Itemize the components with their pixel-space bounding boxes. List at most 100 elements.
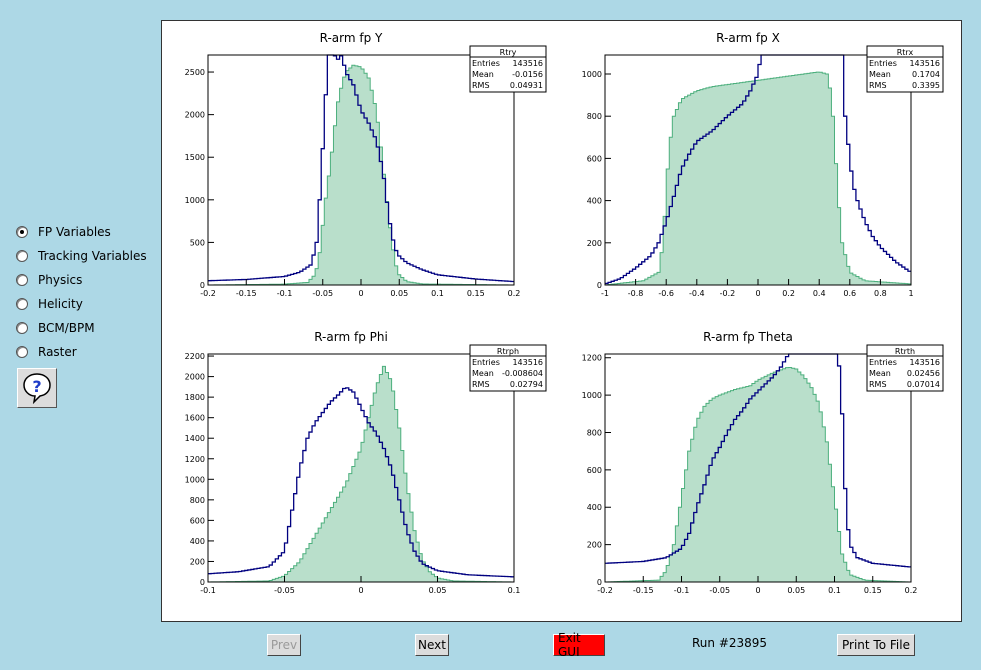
x-tick-label: -0.8 [628,289,644,298]
exit-gui-button[interactable]: Exit GUI [553,631,605,659]
y-tick-label: 600 [587,154,602,163]
help-button[interactable]: ? [17,368,57,408]
radio-icon[interactable] [16,322,28,334]
stats-name: Rtrth [895,347,915,356]
stats-key: RMS [472,380,490,389]
y-tick-label: 0 [597,578,602,587]
stats-key: Mean [869,70,891,79]
x-tick-label: 0.8 [874,289,887,298]
line-histogram [605,54,911,285]
stats-value: 0.07014 [907,380,940,389]
x-tick-label: -0.1 [200,586,216,595]
y-tick-label: 800 [190,496,205,505]
x-tick-label: 0.05 [429,586,447,595]
filled-histogram [604,366,912,583]
histogram-panel: -0.2 -0.15 -0.1 -0.05 0 0.05 0.1 0.15 0.2 0 500 100… [185,31,547,298]
radio-label: FP Variables [38,225,111,239]
chart-title: R-arm fp X [716,31,780,45]
x-tick-label: 0 [358,289,363,298]
radio-physics[interactable]: Physics [16,272,82,288]
x-tick-label: -0.05 [709,586,730,595]
run-number-label: Run #23895 [692,636,768,650]
x-tick-label: -0.1 [277,289,293,298]
x-tick-label: 0.4 [813,289,826,298]
y-tick-label: 1000 [185,475,205,484]
stats-value: 143516 [512,358,543,367]
stats-value: 143516 [909,358,940,367]
stats-key: Mean [472,369,494,378]
x-tick-label: 0.1 [828,586,841,595]
x-tick-label: 1 [908,289,913,298]
radio-bcm-bpm[interactable]: BCM/BPM [16,320,95,336]
stats-value: 0.1704 [912,70,940,79]
stats-box-frame [469,344,547,392]
radio-raster[interactable]: Raster [16,344,77,360]
y-tick-label: 800 [587,112,602,121]
histogram-panel: -0.1 -0.05 0 0.05 0.1 0 200 400 600 800 1000 1200 14… [185,330,547,595]
stats-key: Mean [472,70,494,79]
radio-fp-variables[interactable]: FP Variables [16,224,111,240]
y-tick-label: 400 [587,197,602,206]
radio-label: Tracking Variables [38,249,147,263]
x-tick-label: 0.2 [905,586,918,595]
chart-title: R-arm fp Y [320,31,383,45]
radio-label: Physics [38,273,83,287]
x-tick-label: -0.15 [633,586,654,595]
stats-name: Rtrx [897,48,914,57]
radio-icon[interactable] [16,346,28,358]
y-tick-label: 600 [587,466,602,475]
chart-title: R-arm fp Phi [314,330,388,344]
y-tick-label: 2000 [185,111,205,120]
y-tick-label: 1600 [185,414,205,423]
x-tick-label: -0.05 [274,586,295,595]
stats-key: Entries [869,358,897,367]
x-tick-label: 0 [755,289,760,298]
x-tick-label: 0.1 [508,586,521,595]
chart-title: R-arm fp Theta [703,330,793,344]
y-tick-label: 200 [190,557,205,566]
stats-value: -0.008604 [502,369,543,378]
radio-selected-icon[interactable] [16,226,28,238]
radio-label: Helicity [38,297,83,311]
stats-key: Entries [869,59,897,68]
x-tick-label: 0.1 [431,289,444,298]
radio-icon[interactable] [16,298,28,310]
x-tick-label: 0 [755,586,760,595]
print-to-file-button[interactable]: Print To File [837,634,915,656]
y-tick-label: 1800 [185,393,205,402]
x-tick-label: -0.1 [674,586,690,595]
stats-key: Entries [472,358,500,367]
radio-tracking-variables[interactable]: Tracking Variables [16,248,147,264]
histogram-canvas: -0.2 -0.15 -0.1 -0.05 0 0.05 0.1 0.15 0.20500100… [185,31,944,595]
x-tick-label: -0.05 [312,289,333,298]
y-tick-label: 500 [190,238,205,247]
stats-key: Mean [869,369,891,378]
y-tick-label: 0 [597,281,602,290]
radio-helicity[interactable]: Helicity [16,296,83,312]
radio-icon[interactable] [16,250,28,262]
line-histogram [605,353,911,568]
y-tick-label: 2000 [185,373,205,382]
radio-icon[interactable] [16,274,28,286]
histogram-panel: -1 -0.8 -0.6 -0.4 -0.2 0 0.2 0.4 0.6 0.8 1 0 200 400 6… [582,31,944,298]
y-tick-label: 1000 [582,391,602,400]
y-tick-label: 0 [200,281,205,290]
sidebar: FP Variables Tracking Variables Physics … [0,0,160,670]
stats-key: RMS [869,81,887,90]
y-tick-label: 2500 [185,68,205,77]
stats-box-frame [866,344,944,392]
filled-histogram [207,365,515,583]
y-tick-label: 2200 [185,352,205,361]
stats-value: 0.02794 [510,380,543,389]
y-tick-label: 1000 [582,70,602,79]
x-tick-label: -0.15 [236,289,257,298]
radio-label: Raster [38,345,77,359]
stats-key: Entries [472,59,500,68]
stats-key: RMS [472,81,490,90]
prev-button[interactable]: Prev [267,634,301,656]
x-tick-label: 0.2 [508,289,521,298]
stats-box-frame [469,45,547,93]
stats-name: Rtry [500,48,517,57]
next-button[interactable]: Next [415,634,449,656]
y-tick-label: 1500 [185,153,205,162]
